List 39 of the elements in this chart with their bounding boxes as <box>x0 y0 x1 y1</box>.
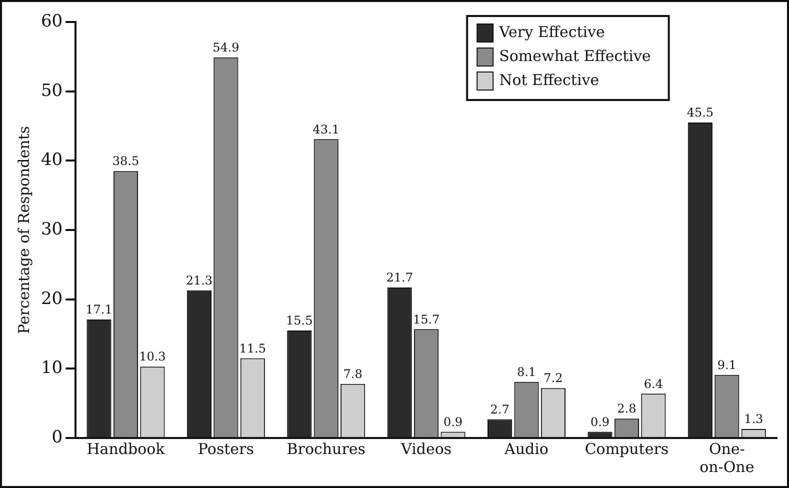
data-label: 7.2 <box>544 371 563 386</box>
data-label: 15.5 <box>286 314 313 328</box>
data-label: 10.3 <box>139 350 166 364</box>
legend-label: Not Effective <box>499 70 600 89</box>
x-tick-label: Handbook <box>86 440 166 458</box>
data-label: 21.7 <box>386 270 413 285</box>
x-tick-label: Audio <box>504 440 548 458</box>
data-label: 17.1 <box>86 302 112 317</box>
x-tick-label: One- on-One <box>700 440 754 476</box>
y-axis-title: Percentage of Respondents <box>14 126 33 334</box>
x-tick-label: Computers <box>584 440 669 458</box>
data-label: 2.7 <box>490 402 510 416</box>
x-tick-label: Videos <box>400 440 452 458</box>
data-label: 11.5 <box>239 341 266 356</box>
y-tick-label: 20 <box>40 288 63 309</box>
data-label: 6.4 <box>644 376 664 391</box>
data-label: 2.8 <box>617 402 636 416</box>
y-tick-label: 10 <box>40 358 63 378</box>
y-tick-label: 30 <box>40 219 63 240</box>
data-label: 43.1 <box>312 122 340 136</box>
x-tick-label: Brochures <box>286 440 366 458</box>
y-tick-label: 60 <box>40 11 63 32</box>
data-label: 9.1 <box>717 358 736 372</box>
legend-label: Very Effective <box>498 22 606 41</box>
data-label: 1.3 <box>744 412 764 426</box>
data-label: 38.5 <box>112 154 140 168</box>
data-label: 0.9 <box>590 414 610 429</box>
y-tick-label: 40 <box>40 150 63 170</box>
y-tick-label: 0 <box>52 427 63 448</box>
x-tick-label: Posters <box>198 440 254 458</box>
data-label: 8.1 <box>516 364 536 379</box>
data-label: 15.7 <box>412 312 440 326</box>
data-label: 45.5 <box>686 106 714 120</box>
data-label: 54.9 <box>212 40 240 54</box>
data-label: 21.3 <box>186 273 213 288</box>
data-label: 0.9 <box>443 414 463 429</box>
data-label: 7.8 <box>343 367 362 382</box>
legend-label: Somewhat Effective <box>499 46 651 65</box>
y-tick-label: 50 <box>40 80 63 101</box>
